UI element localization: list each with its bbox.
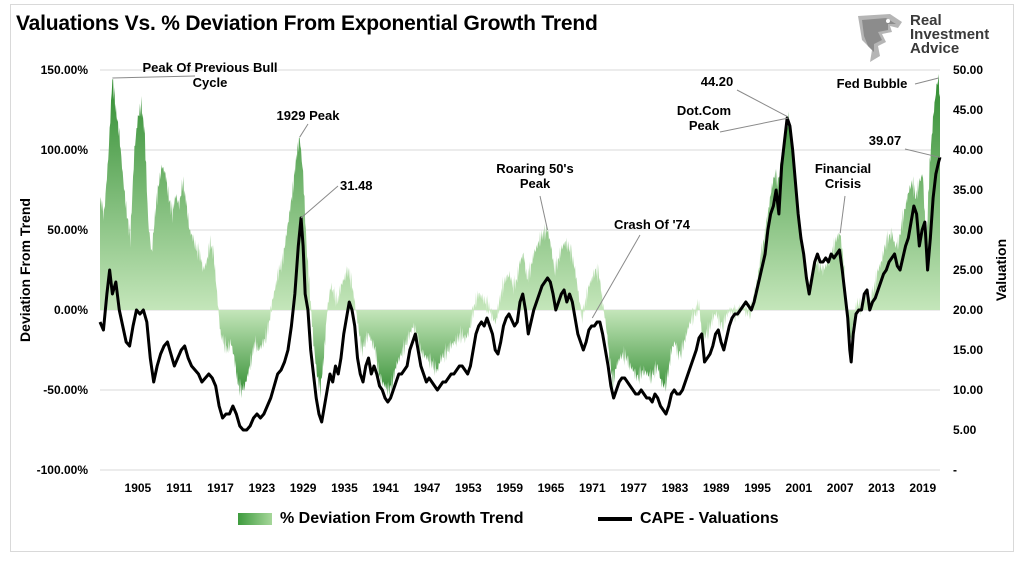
deviation-area-series <box>100 73 940 399</box>
cape-line <box>98 116 942 432</box>
y2-axis-label: Valuation <box>993 239 1009 301</box>
annotation-label: Dot.Com <box>677 103 731 118</box>
y-axis-label: Deviation From Trend <box>17 198 33 342</box>
legend-item-cape: CAPE - Valuations <box>598 510 779 528</box>
annotation-leader <box>300 185 339 219</box>
x-tick-label: 2019 <box>909 481 936 495</box>
cape-line-series <box>98 116 942 432</box>
logo-text: Real Investment Advice <box>910 12 990 57</box>
x-tick-label: 1989 <box>703 481 730 495</box>
y2-tick-label: 45.00 <box>953 103 983 117</box>
y2-tick-label: - <box>953 463 957 477</box>
annotation-label: 1929 Peak <box>277 108 341 123</box>
annotation-leader <box>839 195 846 234</box>
x-tick-label: 1911 <box>166 481 192 495</box>
y2-tick-label: 10.00 <box>953 383 983 397</box>
deviation-area-positive <box>100 73 940 310</box>
y2-tick-label: 20.00 <box>953 303 983 317</box>
y-tick-label: 0.00% <box>54 303 88 317</box>
annotation-label: Fed Bubble <box>837 76 908 91</box>
x-tick-label: 1959 <box>496 481 523 495</box>
deviation-area-negative <box>100 310 940 399</box>
annotation-label: 31.48 <box>340 178 373 193</box>
annotation-leader <box>299 123 309 138</box>
x-tick-label: 2013 <box>868 481 895 495</box>
x-tick-label: 1995 <box>744 481 771 495</box>
x-axis-ticks: 1905 1911 1917 1923 1929 1935 1941 1947 1953 1959… <box>125 481 937 495</box>
left-axis-ticks: 150.00% 100.00% 50.00% 0.00% -50.00% -100.00% <box>37 63 89 477</box>
annotation-leader <box>904 148 941 158</box>
y2-tick-label: 50.00 <box>953 63 983 77</box>
right-axis-ticks: 50.00 45.00 40.00 35.00 30.00 25.00 20.00 15.00… <box>953 63 983 477</box>
logo: Real Investment Advice <box>852 10 1012 68</box>
x-tick-label: 2007 <box>827 481 854 495</box>
annotation-label: Roaring 50's <box>496 161 574 176</box>
legend-label-cape: CAPE - Valuations <box>640 510 779 527</box>
annotation-label: Peak <box>689 118 720 133</box>
y2-tick-label: 25.00 <box>953 263 983 277</box>
legend-item-deviation: % Deviation From Growth Trend <box>238 510 524 528</box>
annotation-leader <box>591 234 641 319</box>
y-tick-label: -100.00% <box>37 463 89 477</box>
x-tick-label: 1983 <box>662 481 689 495</box>
annotation-leader <box>736 89 788 117</box>
annotation-leader <box>539 195 549 231</box>
y2-tick-label: 35.00 <box>953 183 983 197</box>
x-tick-label: 1953 <box>455 481 482 495</box>
y2-tick-label: 5.00 <box>953 423 977 437</box>
y2-tick-label: 15.00 <box>953 343 983 357</box>
annotation-leader <box>719 117 789 133</box>
annotation-leader <box>112 75 196 79</box>
x-tick-label: 2001 <box>786 481 813 495</box>
annotation-label: 39.07 <box>869 133 902 148</box>
annotation-label: Financial <box>815 161 871 176</box>
x-tick-label: 1947 <box>414 481 441 495</box>
legend-swatch-cape <box>598 517 632 521</box>
x-tick-label: 1935 <box>331 481 358 495</box>
y-tick-label: 100.00% <box>41 143 89 157</box>
logo-line-2: Investment <box>910 26 990 43</box>
logo-line-3: Advice <box>910 40 960 57</box>
eagle-head-icon <box>858 14 902 62</box>
x-tick-label: 1905 <box>125 481 152 495</box>
x-tick-label: 1977 <box>620 481 647 495</box>
legend: % Deviation From Growth Trend CAPE - Val… <box>0 510 1024 536</box>
annotation-label: 44.20 <box>701 74 734 89</box>
y-tick-label: 150.00% <box>41 63 89 77</box>
x-tick-label: 1941 <box>372 481 399 495</box>
annotation-label: Crash Of '74 <box>614 217 691 232</box>
annotation-label: Peak Of Previous Bull <box>142 60 277 75</box>
x-tick-label: 1965 <box>538 481 565 495</box>
x-tick-label: 1929 <box>290 481 317 495</box>
x-tick-label: 1923 <box>248 481 275 495</box>
annotation-label: Cycle <box>193 75 228 90</box>
annotation-leader <box>914 77 939 85</box>
y2-tick-label: 40.00 <box>953 143 983 157</box>
x-tick-label: 1917 <box>207 481 234 495</box>
x-tick-label: 1971 <box>579 481 606 495</box>
annotation-label: Peak <box>520 176 551 191</box>
chart-title: Valuations Vs. % Deviation From Exponent… <box>16 12 598 35</box>
logo-line-1: Real <box>910 12 942 29</box>
chart-svg: 150.00% 100.00% 50.00% 0.00% -50.00% -100.00%… <box>17 60 1009 495</box>
annotation-label: Crisis <box>825 176 861 191</box>
y-tick-label: 50.00% <box>47 223 88 237</box>
legend-label-deviation: % Deviation From Growth Trend <box>280 510 524 527</box>
y-tick-label: -50.00% <box>43 383 88 397</box>
y2-tick-label: 30.00 <box>953 223 983 237</box>
legend-swatch-deviation <box>238 513 272 525</box>
